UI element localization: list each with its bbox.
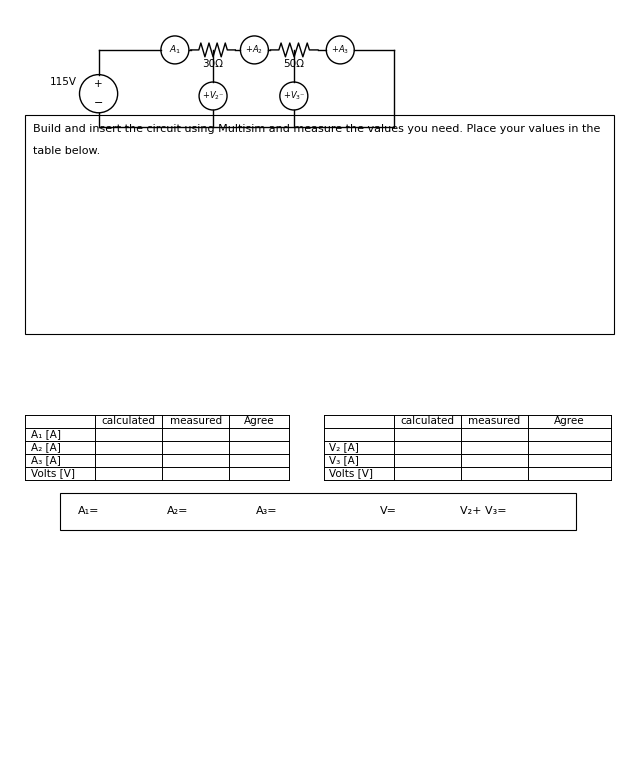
Text: table below.: table below. <box>33 146 100 156</box>
Text: Volts [V]: Volts [V] <box>31 468 74 478</box>
Text: −: − <box>94 98 103 108</box>
Text: A₁=: A₁= <box>78 506 100 517</box>
Text: A₂ [A]: A₂ [A] <box>31 442 60 452</box>
Text: A₃ [A]: A₃ [A] <box>31 455 60 465</box>
Text: 50Ω: 50Ω <box>284 59 305 69</box>
Text: V₃ [A]: V₃ [A] <box>329 455 359 465</box>
Text: +: + <box>94 79 103 90</box>
Text: Volts [V]: Volts [V] <box>329 468 373 478</box>
Text: +$V_3$⁻: +$V_3$⁻ <box>282 90 305 102</box>
Text: 30Ω: 30Ω <box>202 59 224 69</box>
Text: 115V: 115V <box>50 77 76 88</box>
Text: Agree: Agree <box>554 416 584 426</box>
Text: calculated: calculated <box>401 416 455 426</box>
Text: A₁ [A]: A₁ [A] <box>31 429 60 439</box>
Text: +$V_2$⁻: +$V_2$⁻ <box>202 90 225 102</box>
Text: measured: measured <box>469 416 520 426</box>
Text: $A_1$: $A_1$ <box>169 44 181 56</box>
Text: A₂=: A₂= <box>167 506 189 517</box>
Text: calculated: calculated <box>102 416 156 426</box>
Text: V=: V= <box>380 506 396 517</box>
Text: +$A_3$: +$A_3$ <box>331 44 349 56</box>
Text: A₃=: A₃= <box>256 506 278 517</box>
Text: Build and insert the circuit using Multisim and measure the values you need. Pla: Build and insert the circuit using Multi… <box>33 124 600 134</box>
Text: V₂ [A]: V₂ [A] <box>329 442 359 452</box>
Text: Agree: Agree <box>244 416 275 426</box>
Text: V₂+ V₃=: V₂+ V₃= <box>460 506 507 517</box>
Text: measured: measured <box>170 416 221 426</box>
Text: +$A_2$: +$A_2$ <box>245 44 263 56</box>
